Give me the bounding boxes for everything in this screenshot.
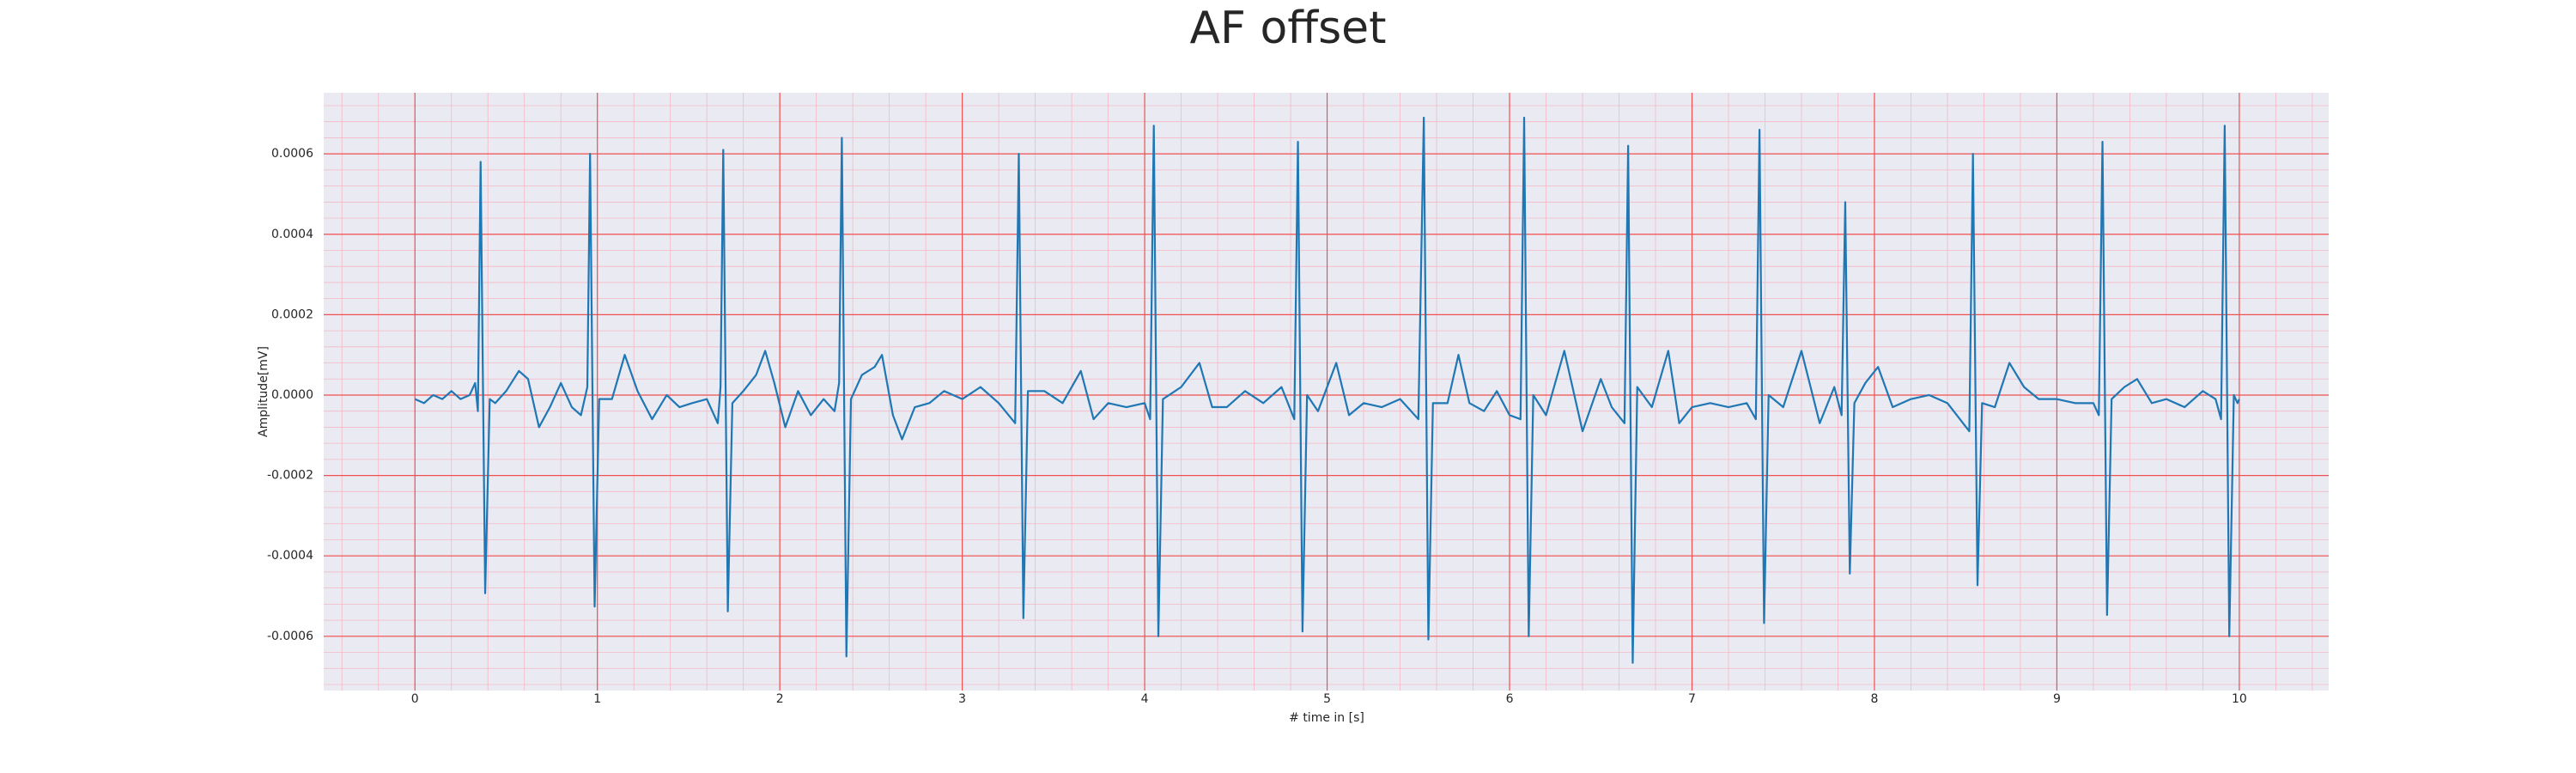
y-tick-label: 0.0002 [271, 307, 313, 321]
y-tick-label: -0.0002 [267, 469, 313, 483]
x-tick-label: 8 [1870, 692, 1878, 706]
y-tick-label: 0.0000 [271, 388, 313, 402]
y-tick-label: 0.0004 [271, 228, 313, 241]
x-tick-label: 5 [1323, 692, 1331, 706]
x-tick-label: 4 [1141, 692, 1149, 706]
y-axis-label: Amplitude[mV] [257, 346, 270, 437]
x-tick-label: 2 [776, 692, 784, 706]
x-tick-label: 0 [411, 692, 419, 706]
ecg-line [414, 116, 2240, 664]
x-tick-label: 6 [1506, 692, 1514, 706]
y-tick-label: -0.0004 [267, 549, 313, 563]
x-tick-label: 1 [593, 692, 601, 706]
x-tick-label: 3 [958, 692, 966, 706]
x-tick-label: 10 [2232, 692, 2247, 706]
x-tick-label: 7 [1688, 692, 1696, 706]
x-axis-label: # time in [s] [1289, 711, 1364, 725]
x-tick-label: 9 [2053, 692, 2061, 706]
y-tick-label: -0.0006 [267, 630, 313, 643]
chart-title: AF offset [1189, 3, 1386, 54]
y-tick-label: 0.0006 [271, 147, 313, 161]
